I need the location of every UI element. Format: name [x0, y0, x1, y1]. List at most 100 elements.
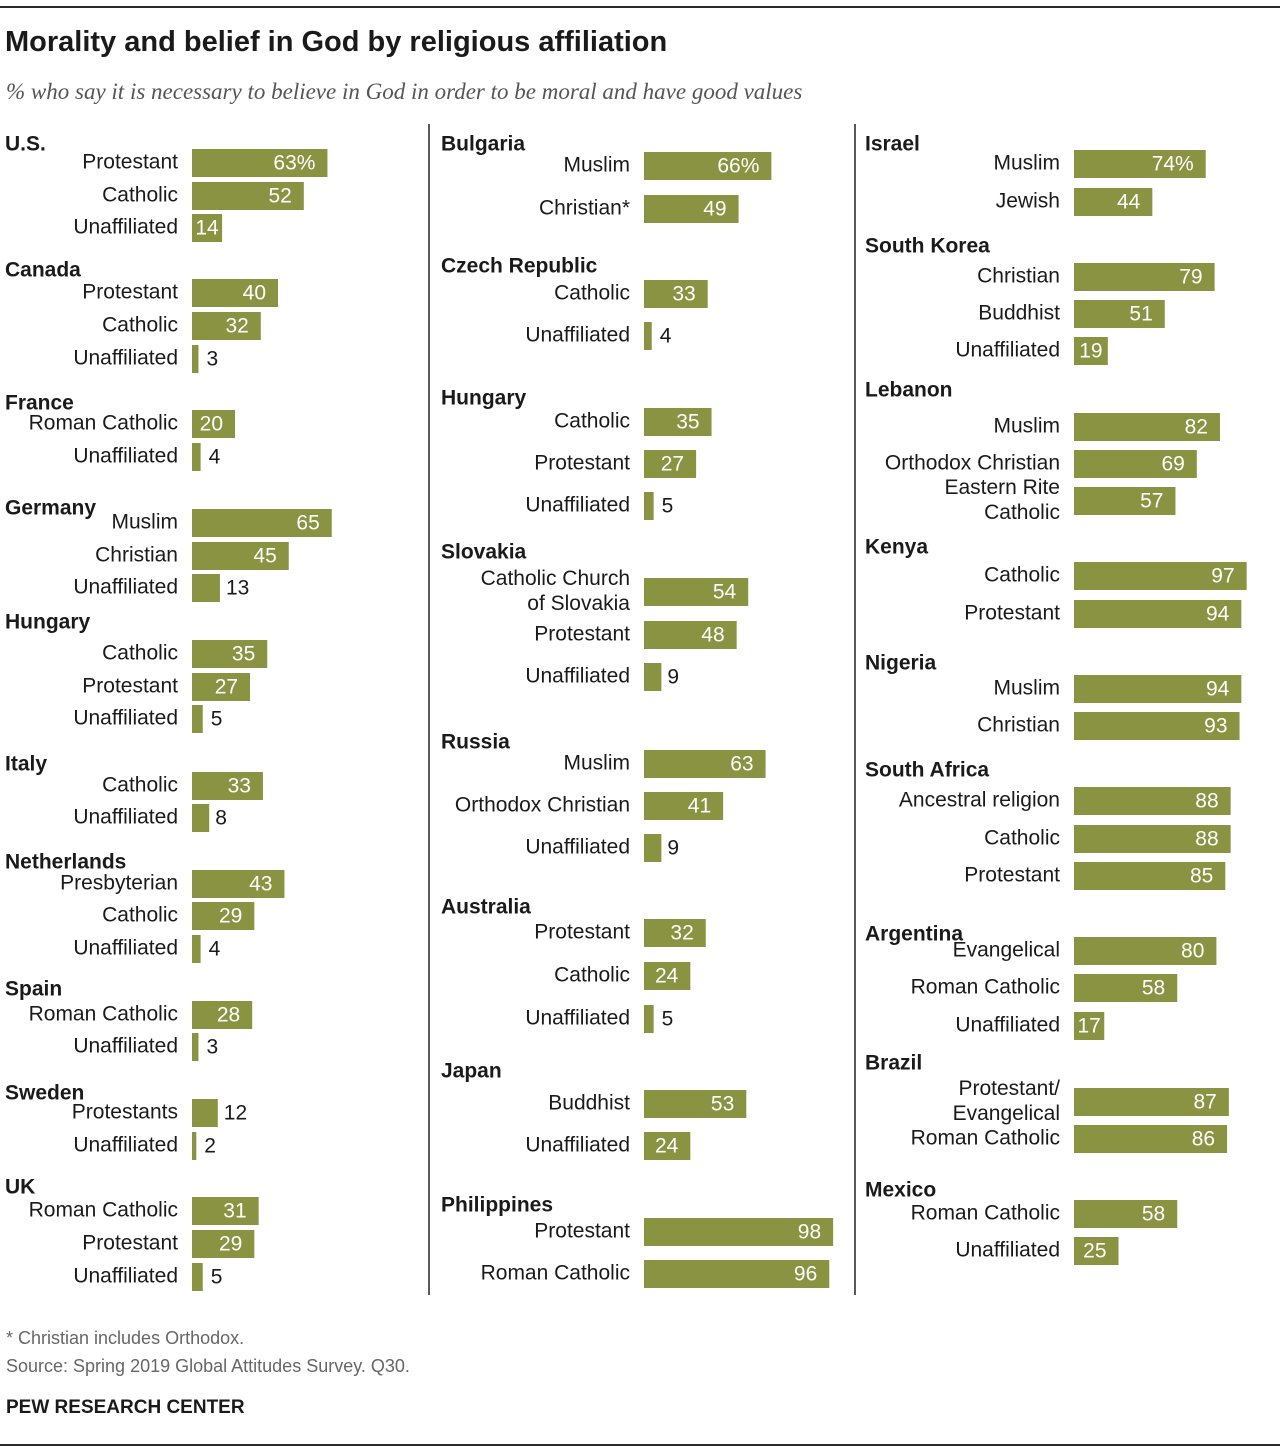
- bar: [1074, 974, 1178, 1002]
- bar: [1074, 300, 1165, 328]
- value-label: 31: [223, 1200, 246, 1223]
- country-label: Australia: [441, 896, 531, 919]
- bar: [192, 182, 304, 210]
- bar: [192, 935, 201, 963]
- value-label: 41: [688, 795, 711, 818]
- category-label: Roman Catholic: [911, 976, 1060, 999]
- category-label: Unaffiliated: [73, 806, 178, 829]
- value-label: 5: [211, 708, 223, 731]
- category-label: Protestant: [964, 602, 1060, 625]
- source-note: Source: Spring 2019 Global Attitudes Sur…: [6, 1356, 410, 1376]
- value-label: 69: [1161, 453, 1184, 476]
- value-label: 54: [713, 581, 737, 604]
- category-label: Protestant: [82, 151, 178, 174]
- value-label: 27: [215, 676, 238, 699]
- value-label: 4: [209, 938, 221, 961]
- value-label: 74%: [1152, 153, 1194, 176]
- category-label: Unaffiliated: [525, 836, 630, 859]
- bar: [644, 792, 724, 820]
- category-label: Catholic: [102, 774, 178, 797]
- category-label: Unaffiliated: [955, 1239, 1060, 1262]
- value-label: 5: [211, 1266, 223, 1289]
- category-label: Unaffiliated: [955, 1014, 1060, 1037]
- category-label: Protestants: [72, 1101, 178, 1124]
- category-label: Catholic: [984, 827, 1060, 850]
- value-label: 66%: [717, 155, 759, 178]
- category-label: Christian: [977, 714, 1060, 737]
- bar: [644, 1260, 830, 1288]
- category-label: Catholic: [102, 642, 178, 665]
- category-label: Roman Catholic: [911, 1127, 1060, 1150]
- value-label: 3: [206, 1036, 218, 1059]
- category-label: Protestant: [534, 921, 630, 944]
- category-label: Muslim: [994, 677, 1061, 700]
- bar: [644, 492, 654, 520]
- country-label: Germany: [5, 497, 96, 520]
- country-label: France: [5, 392, 74, 415]
- category-label: Catholic: [554, 282, 630, 305]
- category-label: Buddhist: [548, 1092, 630, 1115]
- category-label: Christian: [977, 265, 1060, 288]
- value-label: 4: [209, 446, 221, 469]
- category-label: Roman Catholic: [29, 1003, 178, 1026]
- country-label: Czech Republic: [441, 255, 598, 278]
- category-label: Unaffiliated: [955, 339, 1060, 362]
- bar: [192, 870, 285, 898]
- bar: [644, 1218, 834, 1246]
- category-label: Unaffiliated: [73, 347, 178, 370]
- value-label: 19: [1079, 340, 1102, 363]
- bar: [192, 673, 251, 701]
- bar: [1074, 1237, 1119, 1265]
- bar: [644, 408, 712, 436]
- category-label: Catholic: [984, 564, 1060, 587]
- value-label: 8: [215, 807, 227, 830]
- bottom-rule: [0, 1444, 1280, 1446]
- category-label: Unaffiliated: [73, 1265, 178, 1288]
- value-label: 33: [672, 283, 695, 306]
- bar: [644, 578, 749, 606]
- chart-subtitle: % who say it is necessary to believe in …: [6, 79, 803, 104]
- value-label: 24: [655, 965, 679, 988]
- bar: [1074, 1088, 1229, 1116]
- category-label: Unaffiliated: [73, 216, 178, 239]
- category-label: Muslim: [564, 752, 631, 775]
- country-label: Argentina: [865, 923, 963, 946]
- bar: [644, 195, 739, 223]
- category-label: Presbyterian: [60, 872, 178, 895]
- bar: [192, 1230, 255, 1258]
- value-label: 40: [243, 282, 266, 305]
- value-label: 85: [1190, 865, 1213, 888]
- value-label: 29: [219, 1233, 242, 1256]
- bar: [192, 1263, 203, 1291]
- category-label: Catholic: [554, 410, 630, 433]
- country-label: Hungary: [441, 387, 527, 410]
- country-label: Canada: [5, 259, 81, 282]
- category-label: Muslim: [994, 415, 1061, 438]
- value-label: 44: [1117, 191, 1141, 214]
- category-label: Unaffiliated: [525, 1134, 630, 1157]
- country-label: Brazil: [865, 1052, 922, 1075]
- category-label: Jewish: [996, 190, 1060, 213]
- value-label: 13: [226, 577, 249, 600]
- bar: [192, 705, 203, 733]
- category-label: Unaffiliated: [73, 1134, 178, 1157]
- category-label: Unaffiliated: [73, 707, 178, 730]
- bar: [1074, 188, 1153, 216]
- value-label: 5: [662, 495, 674, 518]
- bar: [644, 663, 662, 691]
- bar: [644, 1090, 747, 1118]
- value-label: 17: [1077, 1015, 1100, 1038]
- brand-logo-text: PEW RESEARCH CENTER: [6, 1397, 245, 1418]
- country-label: Philippines: [441, 1194, 553, 1217]
- bar: [1074, 712, 1240, 740]
- category-label: Ancestral religion: [899, 789, 1060, 812]
- value-label: 87: [1194, 1091, 1217, 1114]
- category-label: Unaffiliated: [73, 576, 178, 599]
- value-label: 94: [1206, 678, 1230, 701]
- category-label: Buddhist: [978, 302, 1060, 325]
- bar: [192, 443, 201, 471]
- bar: [644, 152, 772, 180]
- bar: [644, 962, 691, 990]
- country-label: Mexico: [865, 1179, 936, 1202]
- footnote: * Christian includes Orthodox.: [6, 1328, 245, 1348]
